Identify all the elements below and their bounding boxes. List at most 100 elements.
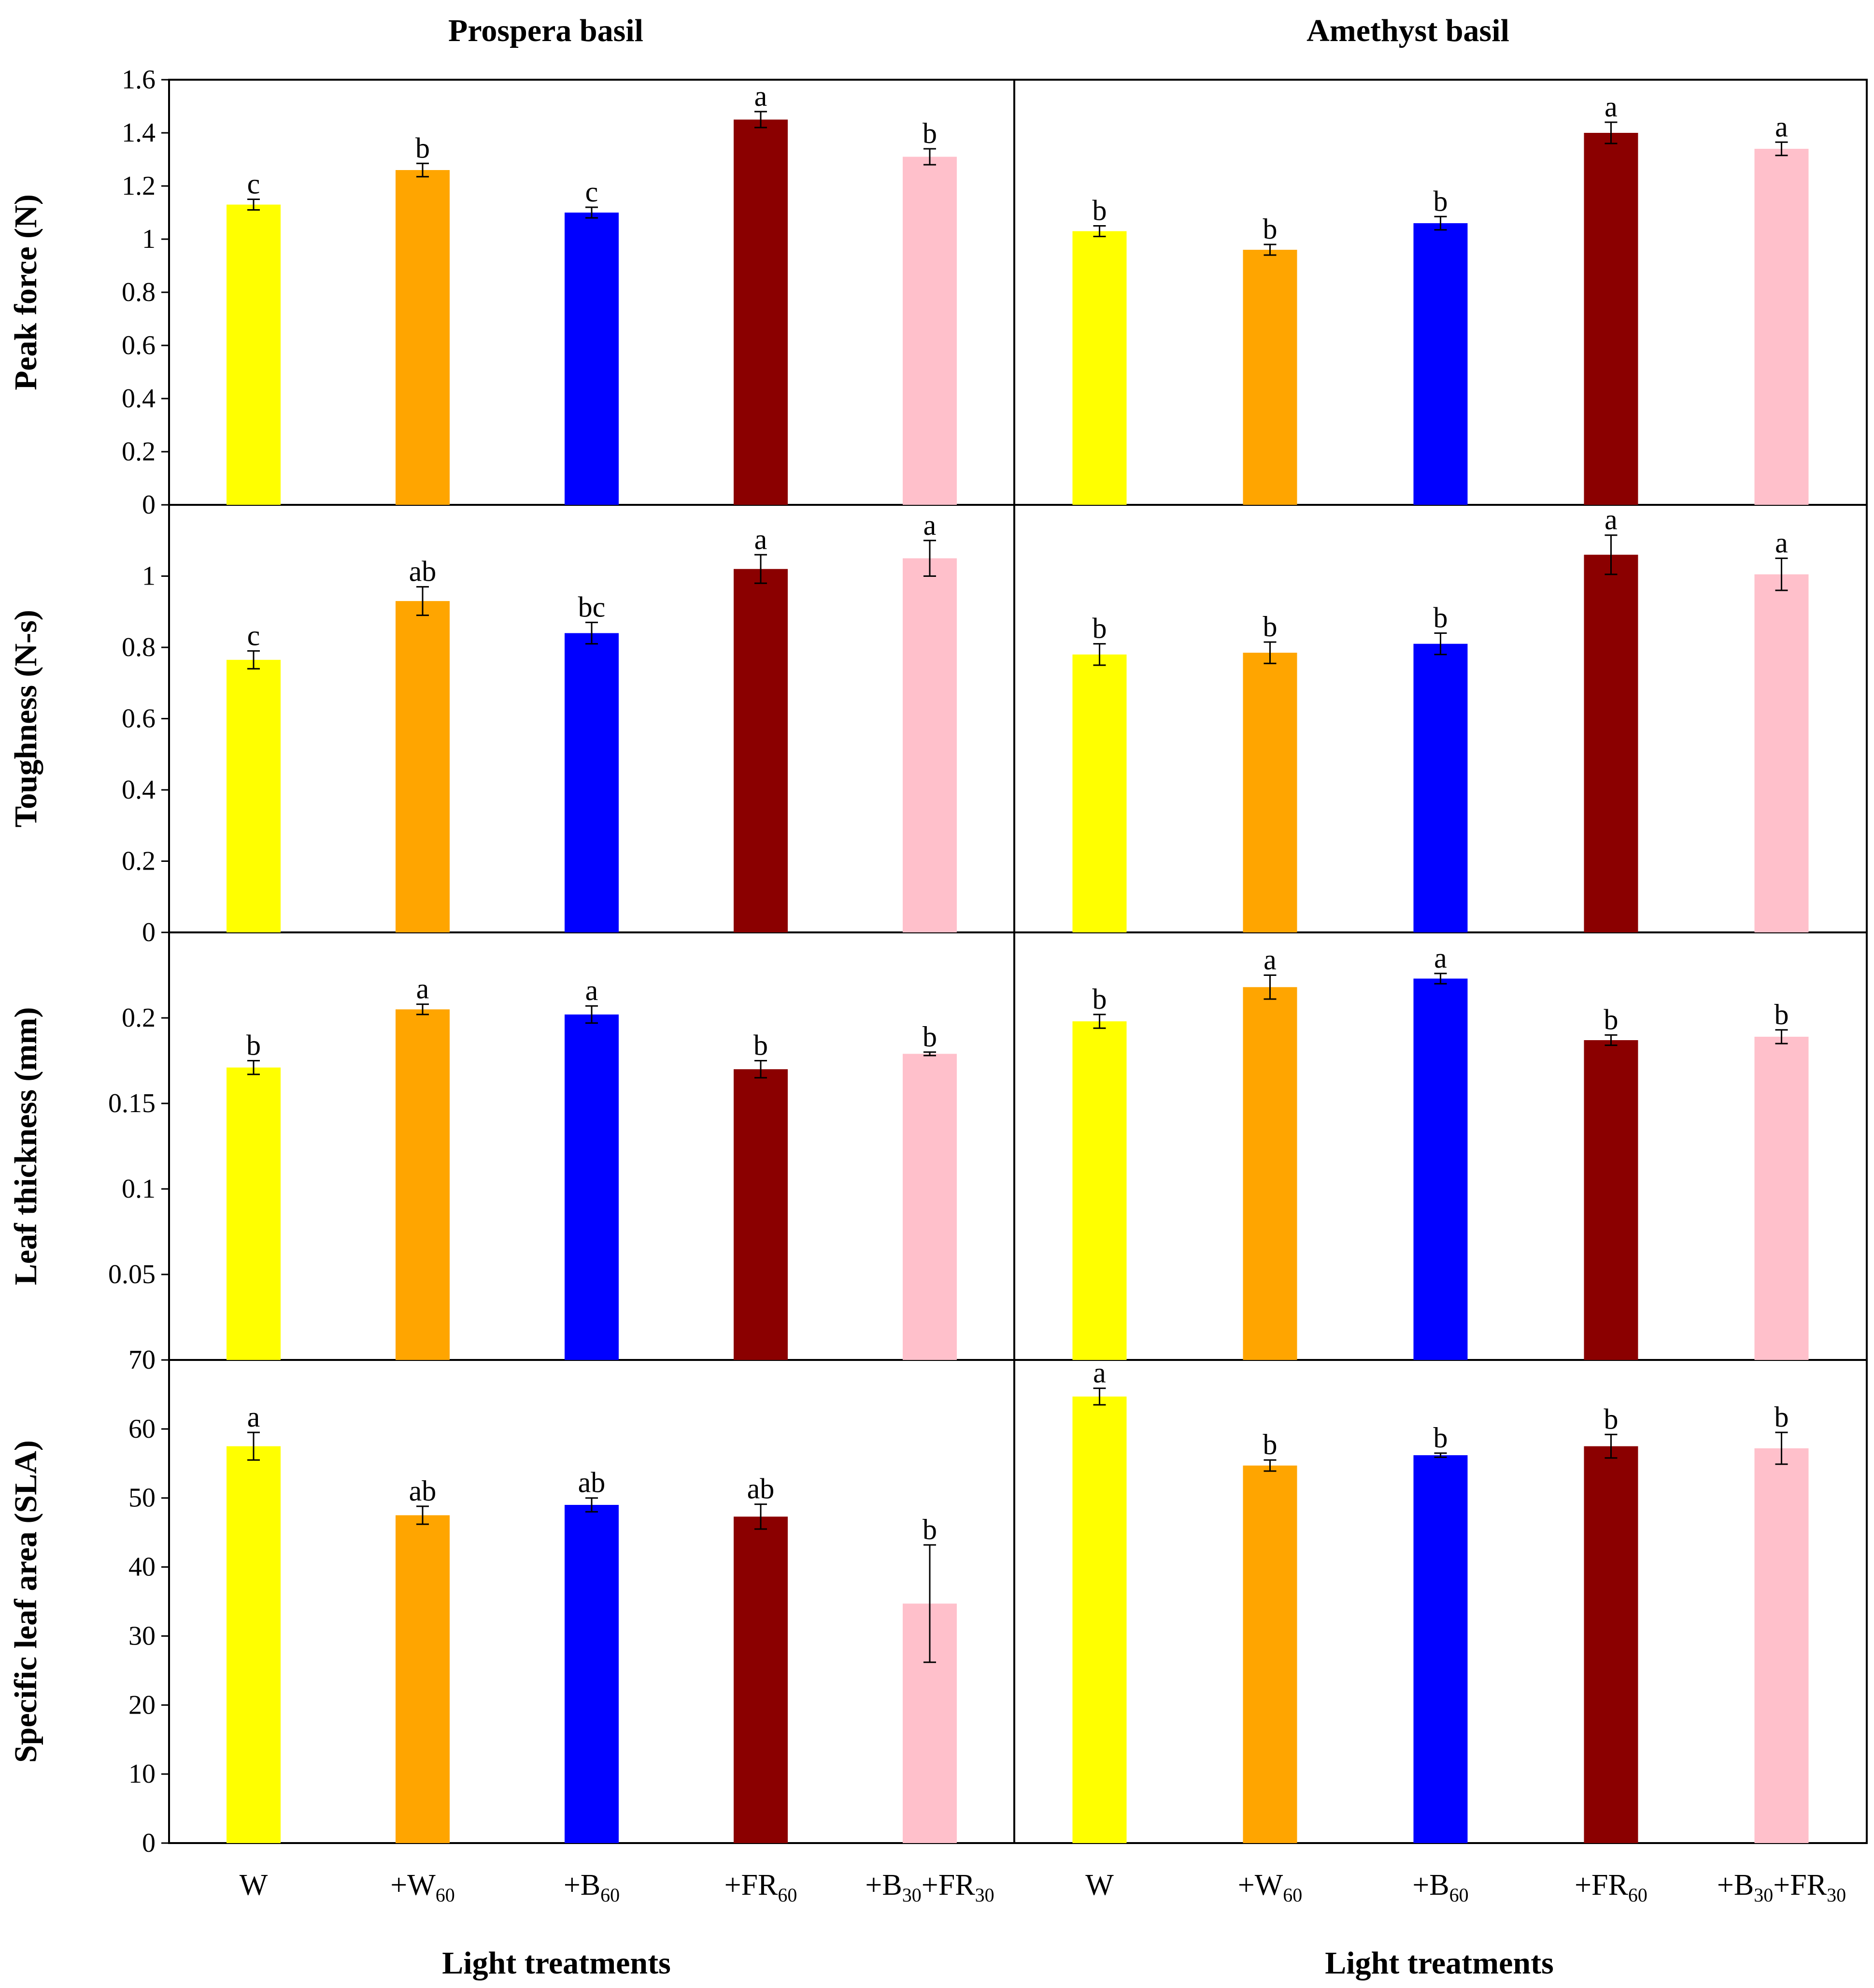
y-tick-label: 60 (128, 1414, 156, 1444)
plot-frame (168, 79, 1868, 1844)
bar (1413, 978, 1468, 1360)
y-tick-label: 10 (128, 1759, 156, 1789)
bar (1243, 987, 1297, 1360)
significance-letter: a (754, 80, 767, 112)
significance-letter: b (1093, 195, 1107, 227)
bar (1243, 653, 1297, 932)
bar (1754, 1448, 1809, 1843)
significance-letter: b (923, 1514, 937, 1545)
bar (227, 1067, 281, 1360)
bar (396, 601, 450, 932)
x-category-label: W (1085, 1869, 1114, 1902)
subscript: 60 (600, 1884, 620, 1906)
significance-letter: b (1263, 1429, 1278, 1460)
significance-letter: ab (578, 1467, 606, 1499)
y-tick-label: 1.2 (122, 171, 156, 201)
y-tick-label: 30 (128, 1621, 156, 1651)
significance-letter: a (1264, 944, 1277, 976)
bar (903, 558, 957, 932)
y-tick-label: 0.8 (122, 277, 156, 307)
significance-letter: a (754, 523, 767, 555)
bar (1584, 1446, 1638, 1843)
x-axis-title-right: Light treatments (1325, 1945, 1554, 1981)
bar (903, 1054, 957, 1360)
significance-letter: c (585, 176, 598, 208)
subscript: 30 (902, 1884, 922, 1906)
significance-letter: b (923, 1021, 937, 1053)
significance-letter: b (1434, 185, 1448, 217)
x-category-label: +B60 (564, 1869, 620, 1906)
bar (565, 213, 619, 505)
bar (1754, 149, 1809, 505)
y-tick-label: 0.6 (122, 330, 156, 360)
y-axis-label: Leaf thickness (mm) (8, 1007, 43, 1286)
plot-area: Peak force (N)00.20.40.60.811.21.41.6cbc… (8, 65, 1868, 1906)
x-category-label: +B30+FR30 (1717, 1869, 1846, 1906)
y-tick-label: 40 (128, 1552, 156, 1582)
category-text: +B (865, 1869, 902, 1902)
significance-letter: a (416, 973, 429, 1005)
bar (903, 157, 957, 505)
subscript: 30 (975, 1884, 994, 1906)
bar (1072, 1021, 1127, 1360)
subscript: 30 (1827, 1884, 1846, 1906)
y-tick-label: 50 (128, 1483, 156, 1513)
bar (1413, 223, 1468, 505)
significance-letter: b (1775, 1401, 1789, 1433)
significance-letter: b (1604, 1003, 1618, 1035)
significance-letter: b (1775, 999, 1789, 1030)
bar (1584, 133, 1638, 505)
bar (1243, 1465, 1297, 1843)
bar (565, 633, 619, 932)
subscript: 60 (1449, 1884, 1469, 1906)
significance-letter: b (1093, 613, 1107, 644)
y-tick-label: 0.2 (122, 437, 156, 467)
category-text: +FR (922, 1869, 975, 1902)
bar (565, 1505, 619, 1843)
y-tick-label: 0.1 (122, 1174, 156, 1204)
y-tick-label: 1 (142, 561, 156, 591)
subscript: 60 (1283, 1884, 1302, 1906)
x-category-label: W (240, 1869, 268, 1902)
category-text: +FR (1773, 1869, 1827, 1902)
significance-letter: a (1434, 942, 1447, 974)
bar (227, 204, 281, 505)
significance-letter: b (1434, 1422, 1448, 1454)
x-category-label: +FR60 (1575, 1869, 1647, 1906)
y-tick-label: 0.2 (122, 1003, 156, 1033)
category-text: +FR (724, 1869, 778, 1902)
category-text: +B (564, 1869, 600, 1902)
significance-letter: a (1604, 504, 1618, 536)
column-title-prospera: Prospera basil (448, 13, 643, 48)
category-text: W (240, 1869, 268, 1902)
y-axis-label: Toughness (N-s) (8, 610, 43, 828)
significance-letter: c (247, 168, 260, 200)
x-category-label: +FR60 (724, 1869, 797, 1906)
bar (734, 1069, 788, 1360)
significance-letter: a (1775, 527, 1788, 559)
bar (1072, 231, 1127, 505)
significance-letter: c (247, 619, 260, 651)
significance-letter: a (585, 974, 598, 1006)
significance-letter: ab (409, 556, 437, 587)
y-tick-label: 0 (142, 917, 156, 947)
y-tick-label: 0.6 (122, 704, 156, 734)
significance-letter: b (1263, 611, 1278, 643)
significance-letter: b (753, 1030, 768, 1061)
bar (227, 659, 281, 932)
bar (1413, 1455, 1468, 1843)
y-tick-label: 0.4 (122, 775, 156, 805)
y-tick-label: 0 (142, 490, 156, 520)
x-category-label: +B60 (1412, 1869, 1468, 1906)
y-tick-label: 70 (128, 1345, 156, 1375)
y-tick-label: 1.6 (122, 65, 156, 95)
y-tick-label: 20 (128, 1690, 156, 1720)
bar (227, 1446, 281, 1843)
subscript: 60 (1628, 1884, 1647, 1906)
category-text: W (1085, 1869, 1114, 1902)
bar (396, 1515, 450, 1843)
y-tick-label: 0.15 (108, 1088, 156, 1118)
bar (1243, 250, 1297, 505)
y-tick-label: 0.8 (122, 632, 156, 662)
